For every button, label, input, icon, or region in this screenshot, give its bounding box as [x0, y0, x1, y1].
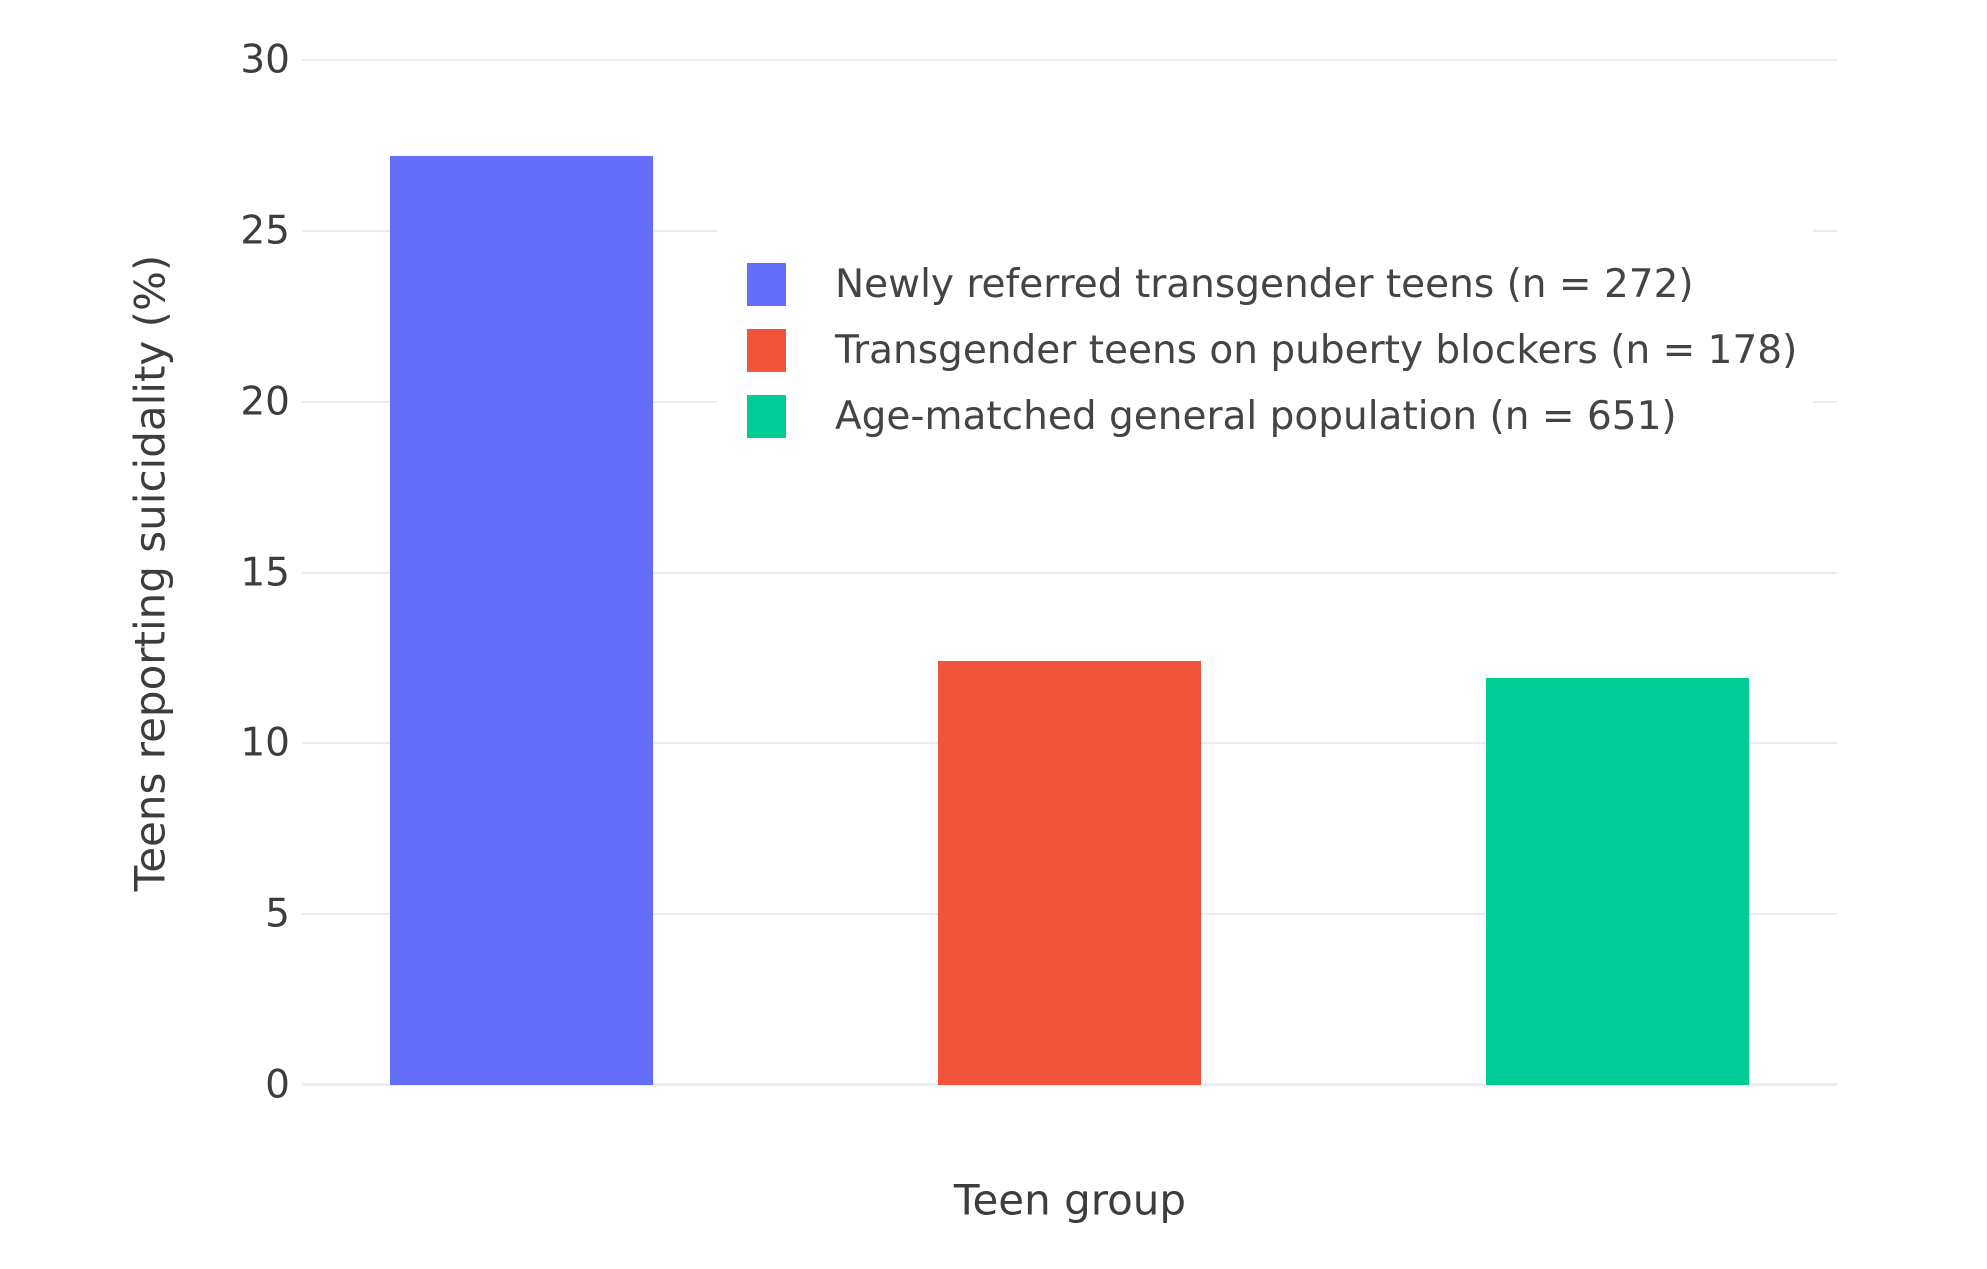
- legend-item-age-matched-general-population[interactable]: Age-matched general population (n = 651): [717, 394, 1813, 439]
- y-tick-label-0: 0: [265, 1062, 290, 1108]
- bar-newly-referred-transgender-teens: [389, 155, 653, 1085]
- y-tick-label-5: 5: [265, 891, 290, 937]
- x-axis-title: Teen group: [953, 1175, 1187, 1225]
- y-tick-label-25: 25: [240, 208, 290, 254]
- gridline-30: [302, 59, 1837, 61]
- y-tick-label-10: 10: [240, 720, 290, 766]
- legend-item-transgender-teens-on-puberty[interactable]: Transgender teens on puberty blockers (n…: [717, 328, 1813, 373]
- bar-transgender-teens-on-puberty: [937, 661, 1202, 1085]
- y-tick-label-15: 15: [240, 550, 290, 595]
- legend-swatch-icon: [747, 395, 786, 438]
- legend-swatch-icon: [747, 263, 786, 306]
- legend-swatch-icon: [747, 329, 786, 372]
- legend-label: Age-matched general population (n = 651): [835, 394, 1677, 439]
- legend-label: Transgender teens on puberty blockers (n…: [835, 328, 1798, 373]
- y-tick-label-30: 30: [240, 37, 290, 83]
- plot-area: [302, 59, 1837, 1086]
- legend-label: Newly referred transgender teens (n = 27…: [835, 262, 1694, 307]
- bar-age-matched-general-population: [1486, 678, 1750, 1085]
- legend: Newly referred transgender teens (n = 27…: [717, 225, 1813, 457]
- y-axis-title: Teens reporting suicidality (%): [125, 254, 175, 892]
- y-tick-label-20: 20: [240, 379, 290, 425]
- gridline-15: [302, 571, 1837, 574]
- legend-item-newly-referred-transgender-teens[interactable]: Newly referred transgender teens (n = 27…: [717, 262, 1813, 307]
